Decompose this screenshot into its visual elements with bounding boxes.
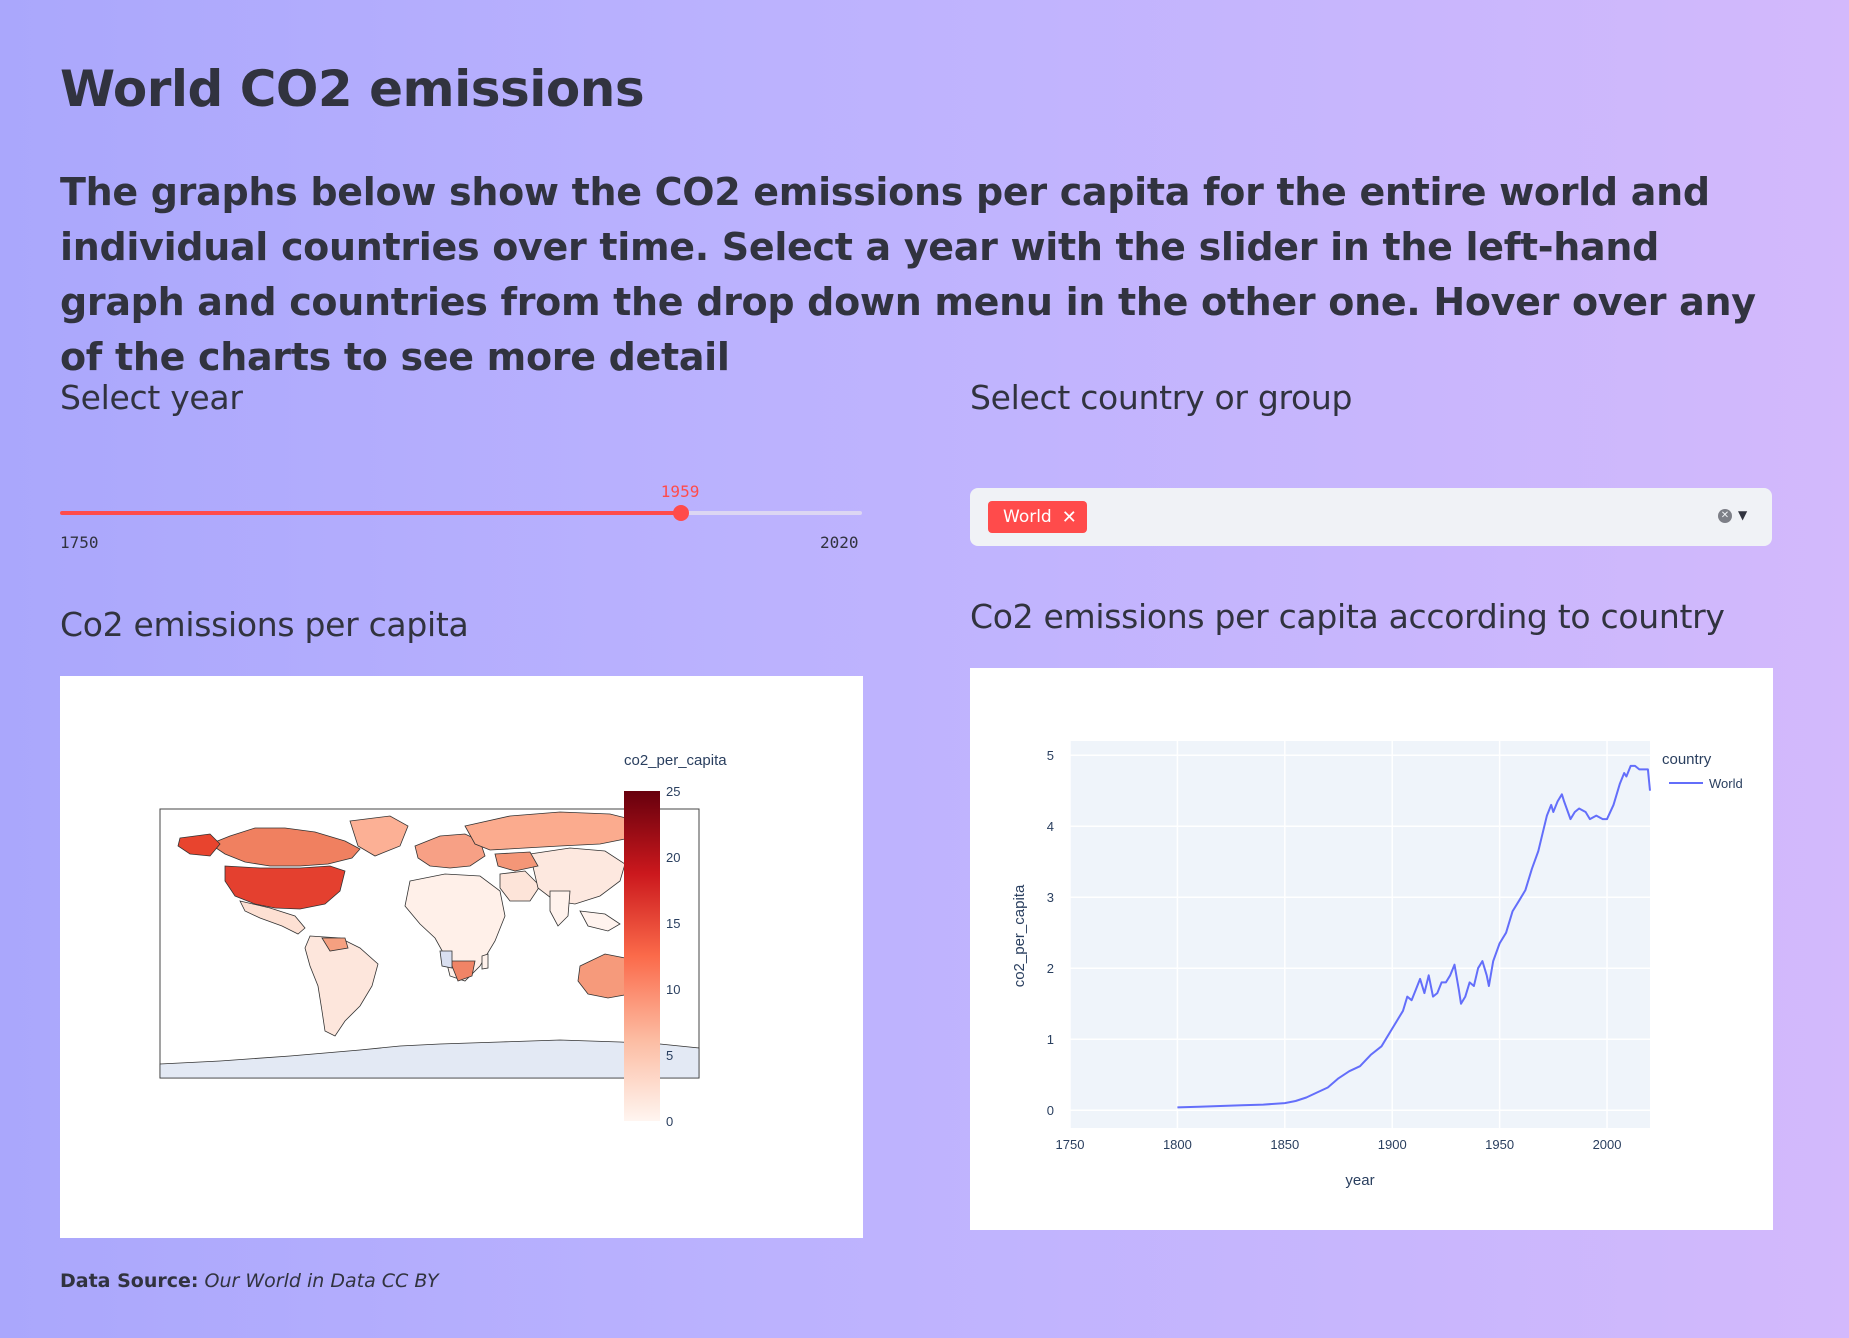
region-antarctica[interactable] <box>159 1039 700 1079</box>
choropleth-map-svg: co2_per_capita 0 5 10 15 20 25 <box>159 752 727 1129</box>
select-year-label: Select year <box>60 378 243 417</box>
x-axis-label: year <box>1345 1172 1374 1189</box>
country-multiselect[interactable]: World ✕ ✕ ▼ <box>970 488 1772 546</box>
region-south-africa[interactable] <box>449 960 476 982</box>
y-tick-label: 3 <box>1047 890 1054 905</box>
clear-circle-icon[interactable]: ✕ <box>1718 509 1732 523</box>
year-slider-min: 1750 <box>60 533 99 552</box>
y-axis-label: co2_per_capita <box>1011 884 1028 987</box>
legend-item-world[interactable]: World <box>1709 776 1743 791</box>
data-source: Data Source: Our World in Data CC BY <box>60 1270 439 1292</box>
year-slider-fill <box>60 511 681 515</box>
region-kazakhstan[interactable] <box>494 851 539 872</box>
map-chart-title: Co2 emissions per capita <box>60 605 469 644</box>
y-tick-label: 4 <box>1047 819 1054 834</box>
line-chart-title: Co2 emissions per capita according to co… <box>970 597 1725 636</box>
region-southeast-asia[interactable] <box>579 910 621 932</box>
x-tick-label: 1850 <box>1270 1137 1299 1152</box>
region-south-america[interactable] <box>304 935 379 1037</box>
region-russia[interactable] <box>464 811 651 851</box>
intro-text: The graphs below show the CO2 emissions … <box>60 170 1756 379</box>
year-slider-max: 2020 <box>820 533 859 552</box>
region-madagascar[interactable] <box>481 953 489 970</box>
region-europe[interactable] <box>414 833 486 869</box>
country-tag-world: World ✕ <box>988 501 1087 533</box>
colorbar-tick-label: 20 <box>666 850 680 865</box>
colorbar <box>624 791 660 1121</box>
x-tick-label: 2000 <box>1593 1137 1622 1152</box>
y-tick-label: 0 <box>1047 1103 1054 1118</box>
line-chart[interactable]: 1750 1800 1850 1900 1950 2000 0 1 2 3 4 5 year co2… <box>970 668 1773 1230</box>
colorbar-title: co2_per_capita <box>624 752 727 769</box>
region-greenland[interactable] <box>349 815 409 857</box>
x-tick-label: 1900 <box>1378 1137 1407 1152</box>
data-source-value[interactable]: Our World in Data CC BY <box>204 1270 439 1292</box>
line-chart-svg: 1750 1800 1850 1900 1950 2000 0 1 2 3 4 5 year co2… <box>1011 741 1743 1189</box>
year-slider-thumb[interactable] <box>672 505 689 521</box>
colorbar-tick-label: 25 <box>666 784 680 799</box>
region-namibia[interactable] <box>439 950 453 969</box>
legend-title: country <box>1662 751 1712 768</box>
country-tag-label: World <box>1003 507 1052 527</box>
colorbar-tick-label: 0 <box>666 1114 673 1129</box>
close-icon[interactable]: ✕ <box>1061 506 1077 528</box>
region-india[interactable] <box>549 890 571 927</box>
x-tick-label: 1950 <box>1485 1137 1514 1152</box>
select-country-label: Select country or group <box>970 378 1353 417</box>
y-tick-label: 2 <box>1047 961 1054 976</box>
region-venezuela[interactable] <box>321 937 349 952</box>
region-canada[interactable] <box>209 827 361 867</box>
region-middle-east[interactable] <box>499 870 541 902</box>
region-alaska[interactable] <box>177 833 221 857</box>
choropleth-map-chart[interactable]: co2_per_capita 0 5 10 15 20 25 <box>60 676 863 1238</box>
colorbar-tick-label: 15 <box>666 916 680 931</box>
year-slider-value: 1959 <box>660 482 700 501</box>
region-usa[interactable] <box>224 865 346 910</box>
data-source-label: Data Source: <box>60 1270 199 1292</box>
caret-down-icon[interactable]: ▼ <box>1738 508 1748 522</box>
plot-background <box>1070 741 1650 1128</box>
series-line-world[interactable] <box>1177 764 1651 1109</box>
colorbar-tick-label: 5 <box>666 1048 673 1063</box>
x-tick-label: 1750 <box>1056 1137 1085 1152</box>
region-asia[interactable] <box>529 847 626 905</box>
region-mexico[interactable] <box>239 900 306 935</box>
x-tick-label: 1800 <box>1163 1137 1192 1152</box>
page-title: World CO2 emissions <box>60 60 645 118</box>
colorbar-tick-label: 10 <box>666 982 680 997</box>
y-tick-label: 1 <box>1047 1032 1054 1047</box>
y-tick-label: 5 <box>1047 748 1054 763</box>
